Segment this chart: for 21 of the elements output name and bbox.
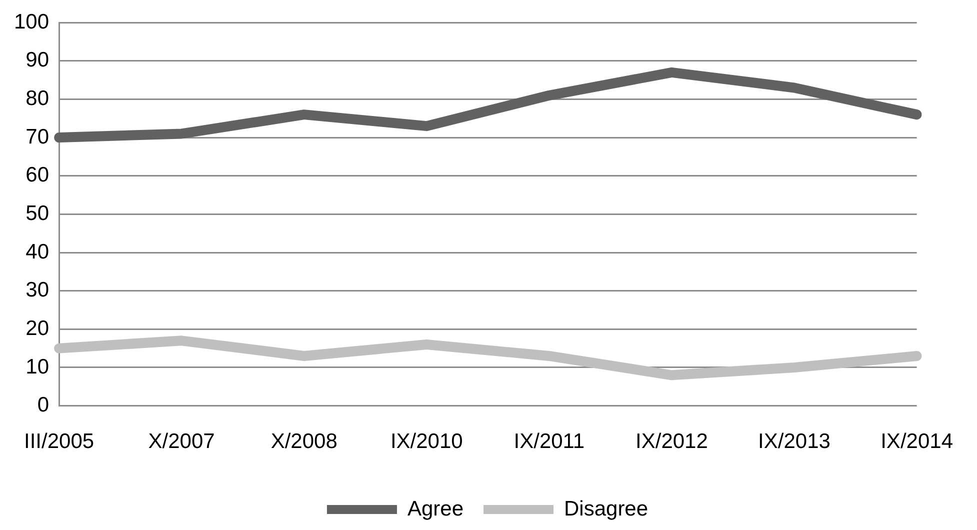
- y-tick-label: 80: [26, 87, 50, 110]
- x-tick-label: IX/2012: [636, 430, 708, 454]
- x-tick-label: IX/2013: [758, 430, 830, 454]
- legend-label: Disagree: [564, 497, 648, 520]
- y-tick-label: 50: [26, 202, 50, 225]
- y-tick-label: 0: [37, 394, 50, 417]
- y-tick-label: 100: [14, 10, 50, 34]
- y-tick-label: 10: [26, 355, 50, 378]
- y-tick-label: 20: [26, 316, 50, 340]
- legend-label: Agree: [407, 497, 464, 520]
- y-tick-label: 30: [26, 278, 50, 302]
- x-tick-label: X/2008: [270, 430, 338, 454]
- y-tick-label: 90: [26, 48, 50, 72]
- x-tick-label: III/2005: [24, 430, 94, 454]
- x-tick-label: IX/2014: [880, 430, 954, 454]
- x-tick-label: IX/2010: [390, 430, 463, 454]
- y-tick-label: 40: [26, 240, 50, 264]
- x-tick-label: X/2007: [148, 430, 215, 454]
- y-tick-label: 70: [26, 125, 50, 148]
- x-tick-label: IX/2011: [514, 430, 585, 454]
- y-tick-label: 60: [26, 164, 50, 187]
